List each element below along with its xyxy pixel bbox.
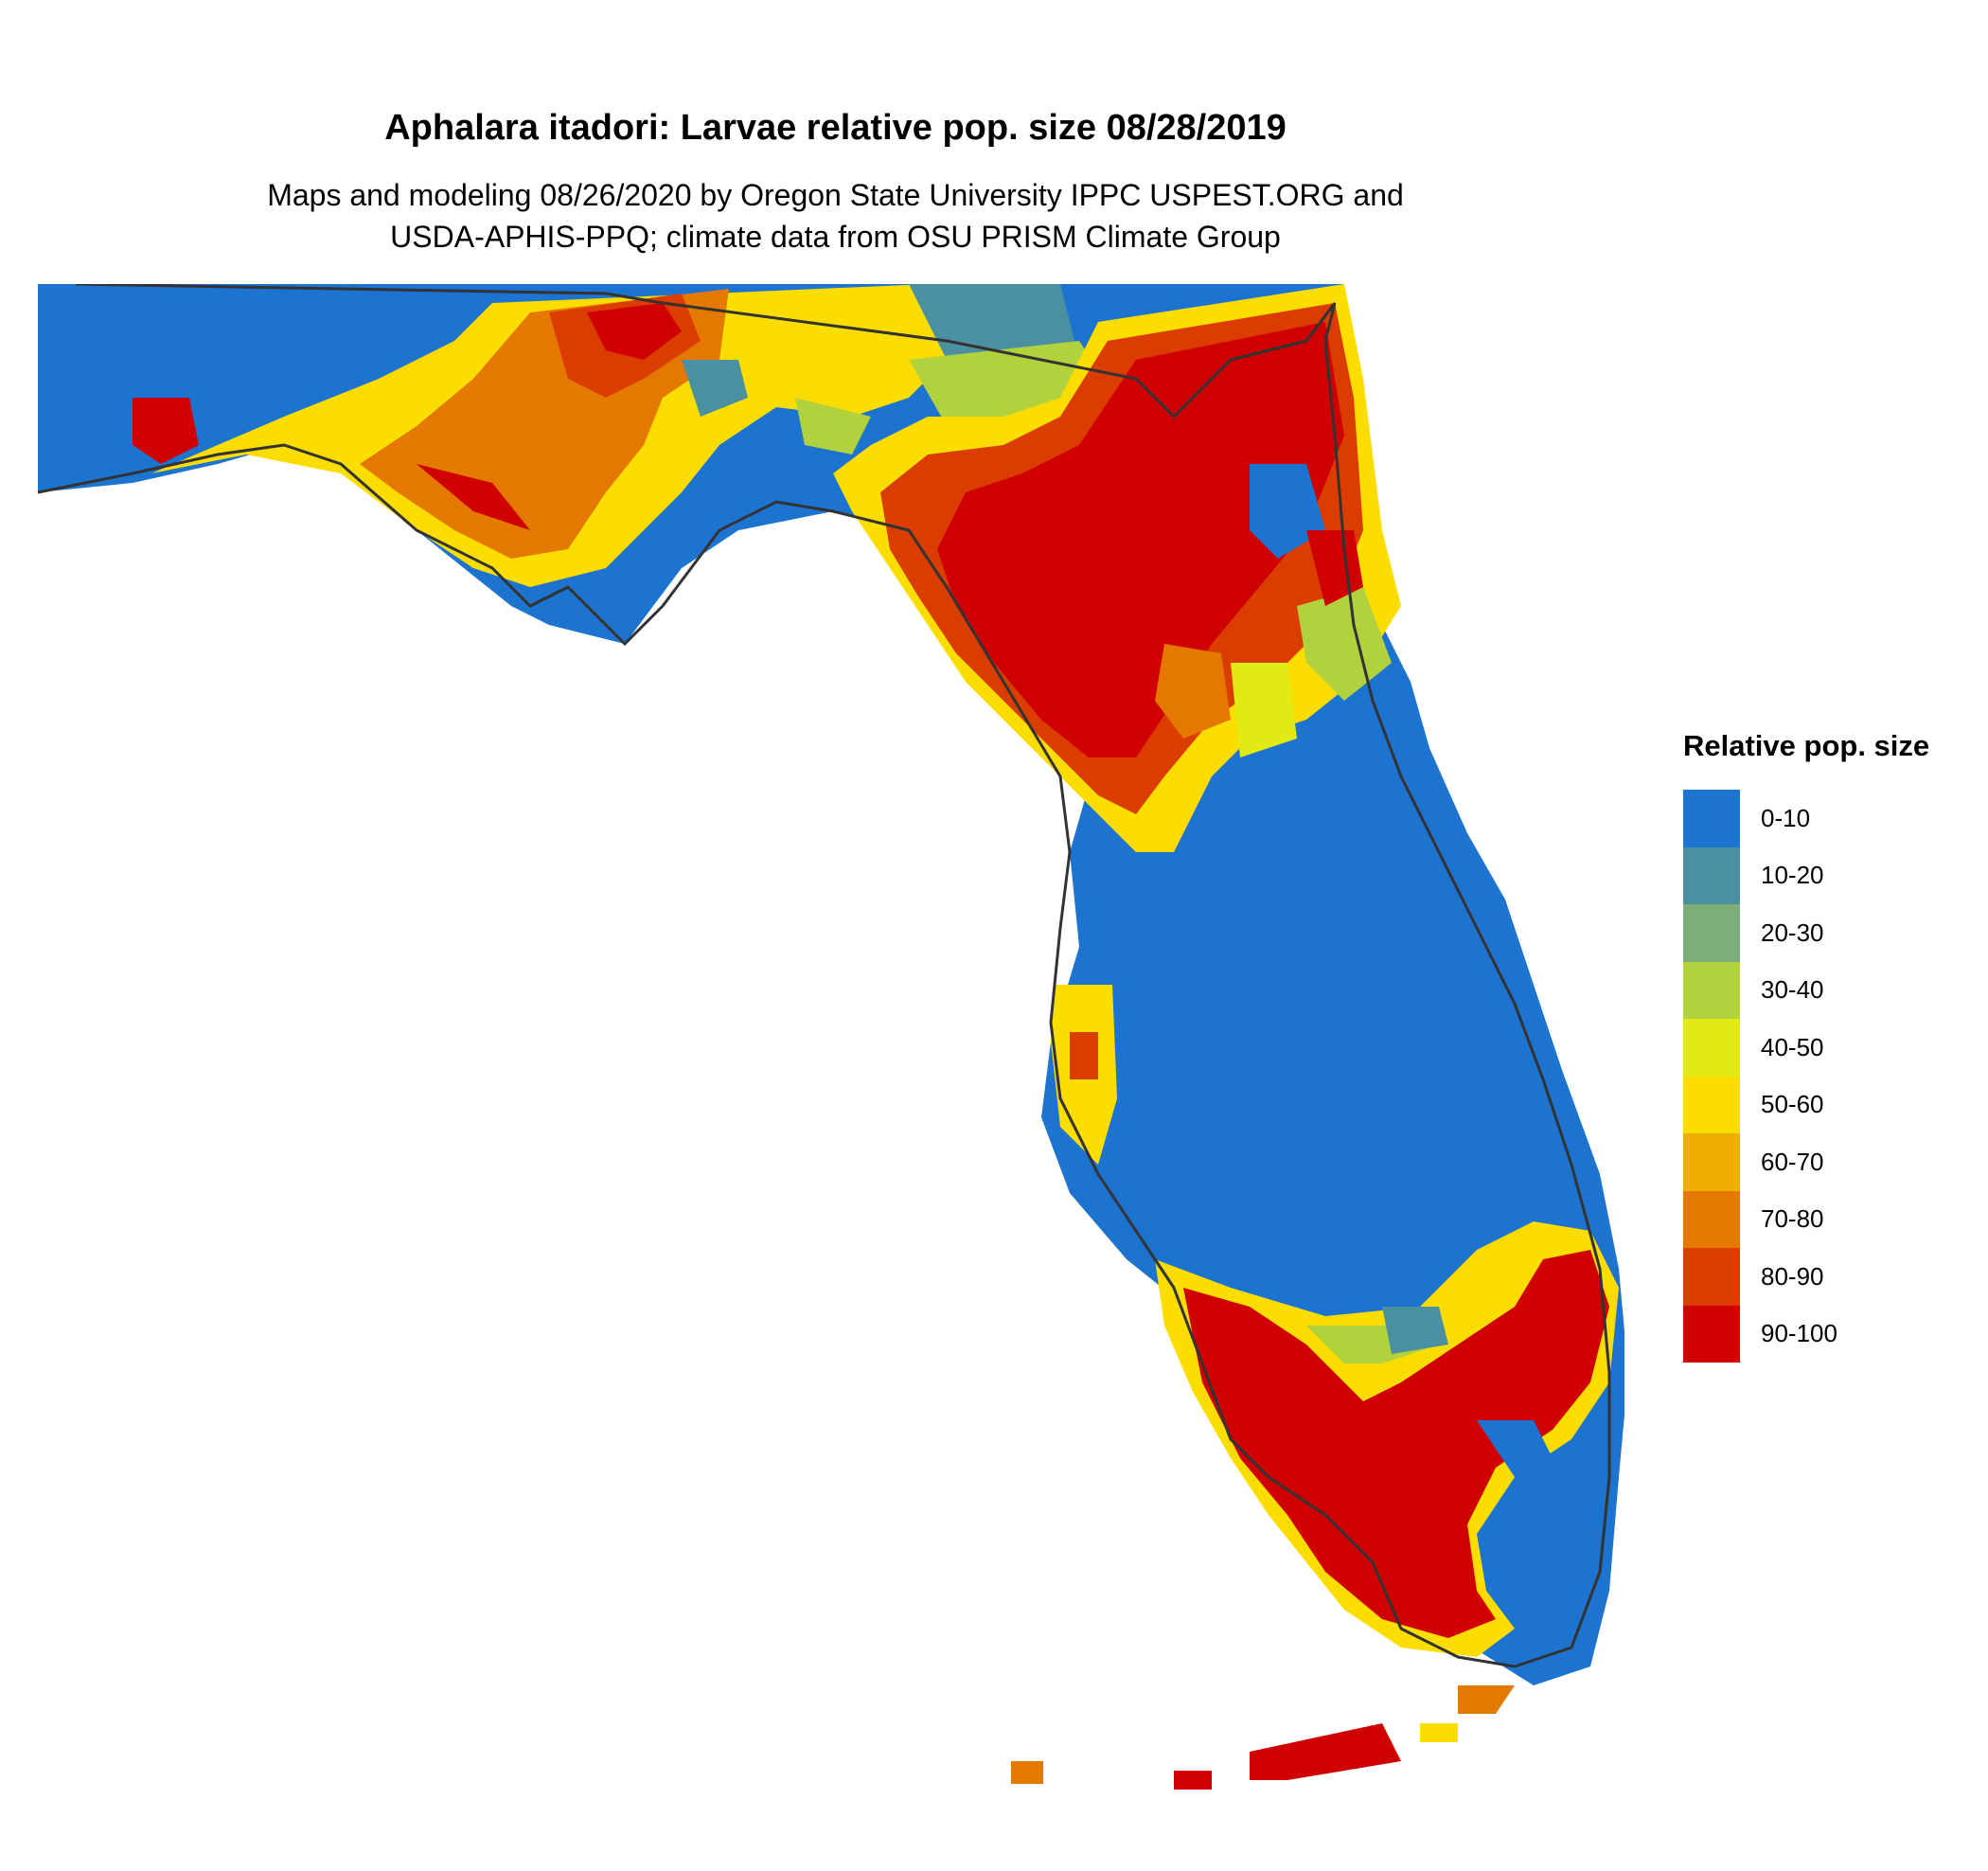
legend-label: 90-100 [1761,1319,1837,1348]
legend-item: 10-20 [1683,846,1967,904]
legend-item: 20-30 [1683,904,1967,962]
legend: Relative pop. size 0-10 10-20 20-30 30-4… [1683,729,1967,1363]
legend-item: 60-70 [1683,1133,1967,1191]
legend-swatch [1683,1190,1740,1248]
subtitle-line-1: Maps and modeling 08/26/2020 by Oregon S… [267,178,1404,212]
legend-item: 30-40 [1683,961,1967,1019]
legend-swatch [1683,961,1740,1019]
legend-swatch [1683,1248,1740,1306]
legend-item: 90-100 [1683,1305,1967,1363]
legend-label: 0-10 [1761,803,1811,832]
florida-map [37,284,1624,1790]
legend-item: 70-80 [1683,1190,1967,1248]
legend-item: 50-60 [1683,1076,1967,1133]
legend-swatch [1683,1305,1740,1363]
subtitle-line-2: USDA-APHIS-PPQ; climate data from OSU PR… [390,220,1281,254]
legend-item: 0-10 [1683,790,1967,847]
legend-title: Relative pop. size [1683,729,1930,762]
legend-label: 70-80 [1761,1204,1824,1234]
legend-swatch [1683,1133,1740,1191]
legend-swatch [1683,904,1740,962]
legend-label: 10-20 [1761,861,1824,890]
legend-label: 80-90 [1761,1261,1824,1291]
legend-swatch [1683,1019,1740,1077]
map-subtitle: Maps and modeling 08/26/2020 by Oregon S… [0,174,1671,258]
state-outline [37,284,1611,1668]
legend-item: 80-90 [1683,1248,1967,1306]
legend-swatch [1683,790,1740,847]
legend-swatch [1683,846,1740,904]
legend-label: 60-70 [1761,1147,1824,1176]
legend-item: 40-50 [1683,1019,1967,1077]
legend-swatch [1683,1076,1740,1133]
legend-label: 50-60 [1761,1090,1824,1119]
legend-label: 30-40 [1761,975,1824,1005]
legend-label: 20-30 [1761,918,1824,947]
map-title: Aphalara itadori: Larvae relative pop. s… [384,108,1287,148]
legend-label: 40-50 [1761,1032,1824,1061]
